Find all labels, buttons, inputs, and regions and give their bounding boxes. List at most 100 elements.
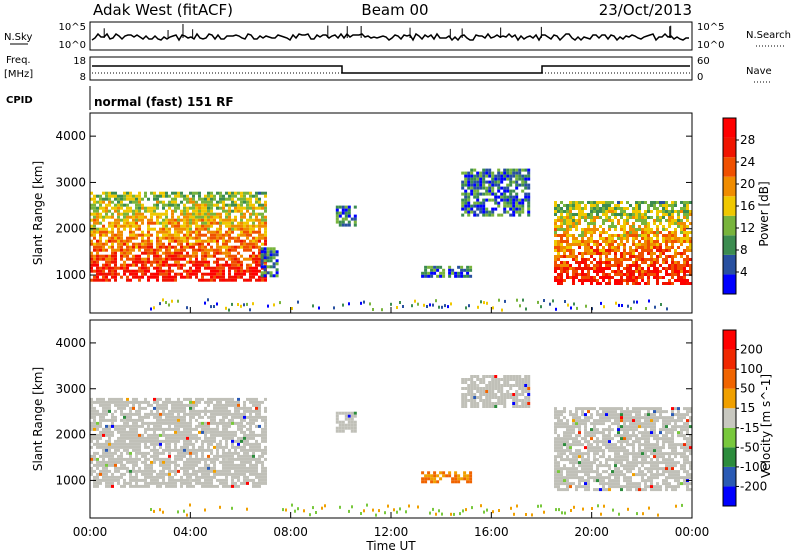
echo-cell <box>183 466 186 470</box>
echo-cell <box>135 430 138 434</box>
echo-cell <box>566 434 569 438</box>
echo-cell <box>198 212 201 216</box>
echo-cell <box>602 470 605 474</box>
echo-cell <box>554 461 557 465</box>
echo-cell <box>99 269 102 273</box>
echo-cell <box>165 445 168 449</box>
echo-cell <box>222 272 225 276</box>
echo-cell <box>111 206 114 210</box>
echo-cell <box>464 396 468 399</box>
echo-cell <box>255 472 258 476</box>
echo-cell <box>608 216 611 219</box>
echo-cell <box>491 183 495 187</box>
echo-cell <box>96 478 99 482</box>
echo-cell <box>426 305 428 308</box>
echo-cell <box>192 457 195 461</box>
echo-cell <box>557 437 560 441</box>
echo-cell <box>210 460 213 464</box>
echo-cell <box>168 269 171 273</box>
echo-cell <box>213 406 216 410</box>
echo-cell <box>626 279 629 282</box>
echo-cell <box>255 236 258 240</box>
echo-cell <box>518 204 522 208</box>
echo-cell <box>593 476 596 480</box>
echo-cell <box>620 240 623 243</box>
echo-cell <box>126 206 129 210</box>
echo-cell <box>635 264 638 267</box>
echo-cell <box>252 254 255 258</box>
echo-cell <box>641 231 644 234</box>
echo-cell <box>195 478 198 482</box>
echo-cell <box>644 246 647 249</box>
echo-cell <box>150 275 153 279</box>
echo-cell <box>162 203 165 207</box>
echo-cell <box>114 251 117 255</box>
echo-cell <box>126 418 129 422</box>
echo-cell <box>150 466 153 470</box>
echo-cell <box>243 257 246 261</box>
echo-cell <box>575 225 578 228</box>
echo-cell <box>213 469 216 473</box>
echo-cell <box>120 233 123 237</box>
echo-cell <box>623 473 626 477</box>
echo-cell <box>192 412 195 416</box>
noise-strip-frame <box>89 21 693 51</box>
echo-cell <box>614 273 617 276</box>
echo-cell <box>147 469 150 473</box>
echo-cell <box>677 225 680 228</box>
echo-cell <box>153 400 156 404</box>
echo-cell <box>482 177 486 181</box>
echo-cell <box>479 396 483 399</box>
echo-cell <box>225 254 228 258</box>
echo-cell <box>192 445 195 449</box>
echo-cell <box>117 448 120 452</box>
echo-cell <box>249 233 252 237</box>
echo-cell <box>479 201 483 205</box>
echo-cell <box>192 442 195 446</box>
echo-cell <box>207 203 210 207</box>
echo-cell <box>674 219 677 222</box>
echo-cell <box>680 282 683 285</box>
echo-cell <box>198 245 201 249</box>
echo-cell <box>117 478 120 482</box>
echo-cell <box>213 412 216 416</box>
echo-cell <box>578 476 581 480</box>
echo-cell <box>93 418 96 422</box>
echo-cell <box>564 300 566 303</box>
echo-cell <box>572 422 575 426</box>
echo-cell <box>219 194 222 198</box>
echo-cell <box>162 463 165 467</box>
echo-cell <box>515 183 519 187</box>
echo-cell <box>111 478 114 482</box>
echo-cell <box>225 481 228 485</box>
echo-cell <box>566 446 569 450</box>
echo-cell <box>180 230 183 234</box>
echo-cell <box>171 251 174 255</box>
echo-cell <box>272 247 276 251</box>
echo-cell <box>620 416 623 420</box>
echo-cell <box>521 204 525 208</box>
echo-cell <box>165 218 168 222</box>
echo-cell <box>476 198 480 202</box>
echo-cell <box>641 216 644 219</box>
echo-cell <box>566 485 569 489</box>
echo-cell <box>261 427 264 431</box>
echo-cell <box>275 259 279 263</box>
echo-cell <box>165 433 168 437</box>
echo-cell <box>689 237 692 240</box>
echo-cell <box>593 240 596 243</box>
echo-cell <box>246 191 249 195</box>
echo-cell <box>614 482 617 486</box>
echo-cell <box>617 482 620 486</box>
echo-cell <box>222 451 225 455</box>
echo-cell <box>90 469 93 473</box>
echo-cell <box>614 446 617 450</box>
echo-cell <box>626 425 629 429</box>
echo-cell <box>653 258 656 261</box>
echo-cell <box>189 218 192 222</box>
echo-cell <box>210 233 213 237</box>
echo-cell <box>587 279 590 282</box>
echo-cell <box>258 475 261 479</box>
echo-cell <box>506 378 510 381</box>
